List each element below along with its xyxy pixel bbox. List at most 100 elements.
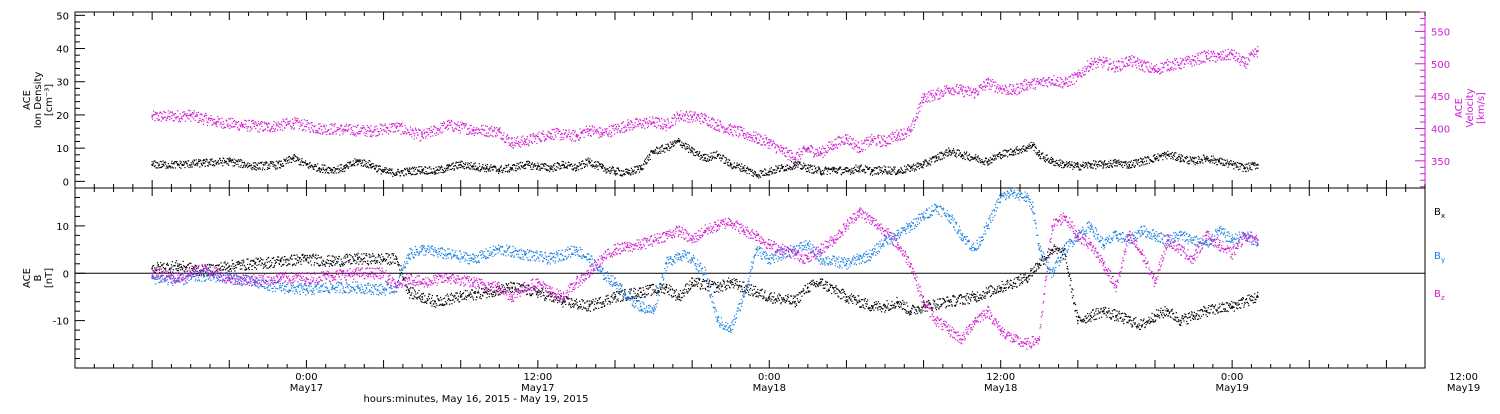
- velocity-series-point: [789, 156, 790, 157]
- density-series-point: [474, 169, 475, 170]
- velocity-series-point: [1089, 66, 1090, 67]
- velocity-series-point: [206, 118, 207, 119]
- velocity-series-point: [463, 123, 464, 124]
- velocity-series-point: [380, 128, 381, 129]
- velocity-series-point: [774, 147, 775, 148]
- density-series-point: [1118, 162, 1119, 163]
- density-series-point: [598, 162, 599, 163]
- density-series-point: [574, 167, 575, 168]
- velocity-series-point: [1029, 84, 1030, 85]
- density-series-point: [1130, 162, 1131, 163]
- density-series-point: [370, 165, 371, 166]
- velocity-series-point: [1235, 60, 1236, 61]
- density-series-point: [471, 167, 472, 168]
- density-series-point: [472, 168, 473, 169]
- velocity-series-point: [538, 138, 539, 139]
- velocity-series-point: [459, 127, 460, 128]
- density-series-point: [586, 160, 587, 161]
- velocity-series-point: [434, 133, 435, 134]
- velocity-series-point: [753, 135, 754, 136]
- density-series-point: [776, 170, 777, 171]
- density-series-point: [1011, 154, 1012, 155]
- velocity-series-point: [188, 110, 189, 111]
- density-series-point: [942, 158, 943, 159]
- density-series-point: [931, 161, 932, 162]
- density-series-point: [589, 158, 590, 159]
- velocity-series-point: [836, 138, 837, 139]
- density-series-point: [663, 150, 664, 151]
- density-series-point: [1200, 162, 1201, 163]
- density-series-point: [484, 167, 485, 168]
- velocity-series-point: [481, 134, 482, 135]
- velocity-series-point: [1026, 84, 1028, 86]
- density-series-point: [457, 162, 458, 163]
- velocity-series-point: [411, 134, 412, 135]
- density-series-point: [475, 166, 476, 167]
- density-series-point: [760, 177, 761, 178]
- velocity-series-point: [718, 130, 719, 131]
- velocity-series-point: [661, 127, 662, 128]
- velocity-series-point: [300, 122, 301, 123]
- density-series-point: [520, 168, 521, 169]
- velocity-series-point: [363, 132, 364, 133]
- velocity-series-point: [412, 130, 413, 131]
- velocity-series-point: [992, 79, 993, 80]
- density-series-point: [356, 161, 357, 162]
- density-series-point: [775, 165, 776, 166]
- density-series-point: [643, 164, 644, 165]
- density-series-point: [338, 168, 339, 169]
- velocity-series-point: [283, 121, 284, 122]
- velocity-series-point: [305, 126, 306, 127]
- density-series-point: [390, 172, 391, 173]
- density-series-point: [1205, 159, 1206, 160]
- density-series-point: [528, 163, 529, 164]
- density-series-point: [1213, 160, 1214, 161]
- velocity-series-point: [451, 121, 452, 122]
- velocity-series-point: [852, 147, 853, 148]
- density-series-point: [1097, 166, 1098, 167]
- velocity-series-point: [608, 136, 609, 137]
- density-series-point: [647, 162, 648, 163]
- velocity-series-point: [746, 135, 747, 136]
- velocity-series-point: [1162, 71, 1163, 72]
- density-series-point: [1016, 146, 1017, 147]
- velocity-series-point: [1131, 55, 1132, 56]
- density-series-point: [746, 173, 747, 174]
- density-series-point: [995, 156, 996, 157]
- velocity-series-point: [530, 136, 531, 137]
- velocity-series-point: [1174, 58, 1175, 59]
- density-series-point: [521, 165, 522, 166]
- density-series-point: [275, 168, 276, 169]
- velocity-series-point: [253, 120, 254, 121]
- velocity-series-point: [332, 125, 333, 126]
- density-series-point: [568, 162, 569, 163]
- density-series-point: [772, 172, 773, 173]
- density-series-point: [646, 157, 647, 158]
- velocity-series-point: [898, 139, 899, 140]
- velocity-series-point: [238, 130, 239, 131]
- velocity-series-point: [1121, 61, 1122, 62]
- velocity-series-point: [710, 127, 711, 128]
- density-series-point: [489, 169, 490, 170]
- velocity-series-point: [637, 124, 638, 125]
- velocity-series-point: [568, 134, 569, 135]
- density-series-point: [210, 160, 211, 161]
- velocity-series-point: [696, 117, 697, 118]
- velocity-series-point: [1182, 60, 1183, 61]
- density-series-point: [635, 172, 636, 173]
- velocity-series-point: [1254, 53, 1255, 54]
- density-series-point: [910, 171, 911, 172]
- velocity-series-point: [227, 126, 228, 127]
- velocity-series-point: [219, 124, 220, 125]
- velocity-series-point: [957, 84, 958, 85]
- density-series-point: [543, 166, 544, 167]
- density-series-point: [712, 158, 713, 159]
- density-series-point: [297, 157, 298, 158]
- velocity-series-point: [464, 123, 465, 124]
- velocity-series-point: [980, 84, 981, 85]
- density-series-point: [1193, 161, 1195, 163]
- velocity-series-point: [996, 88, 997, 89]
- density-series-point: [830, 173, 831, 174]
- density-series-point: [728, 162, 729, 163]
- velocity-series-point: [1210, 57, 1211, 58]
